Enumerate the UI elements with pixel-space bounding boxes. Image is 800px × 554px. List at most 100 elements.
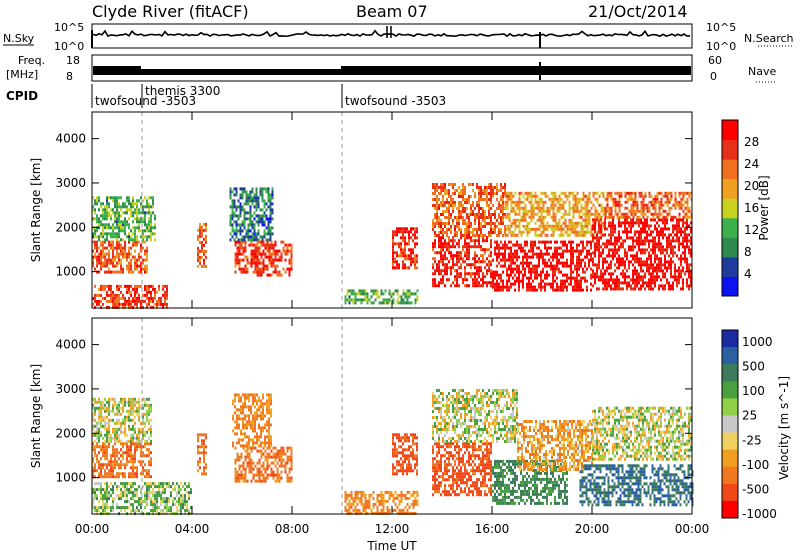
heatmap-cell (540, 249, 542, 253)
heatmap-cell (106, 421, 108, 425)
heatmap-cell (612, 203, 615, 207)
heatmap-cell (402, 266, 404, 270)
heatmap-cell (160, 302, 162, 306)
heatmap-cell (124, 217, 126, 221)
heatmap-cell (255, 238, 258, 242)
heatmap-cell (488, 204, 490, 207)
heatmap-cell (444, 263, 446, 267)
heatmap-cell (618, 248, 620, 252)
heatmap-cell (642, 263, 644, 267)
heatmap-cell (416, 254, 418, 258)
freq-tick-low: 8 (66, 70, 73, 83)
heatmap-cell (259, 214, 262, 218)
heatmap-cell (570, 240, 572, 244)
heatmap-cell (138, 497, 140, 501)
heatmap-cell (134, 442, 136, 446)
heatmap-cell (134, 232, 136, 236)
heatmap-cell (640, 269, 642, 273)
heatmap-cell (590, 227, 593, 231)
heatmap-cell (474, 245, 476, 249)
heatmap-cell (136, 436, 138, 440)
power-colorbar-swatch (722, 256, 738, 277)
heatmap-cell (588, 200, 591, 204)
heatmap-cell (600, 209, 603, 213)
heatmap-cell (440, 183, 442, 186)
heatmap-cell (96, 249, 98, 253)
heatmap-cell (108, 485, 110, 489)
heatmap-cell (110, 293, 112, 297)
heatmap-cell (466, 213, 468, 216)
heatmap-cell (142, 451, 144, 455)
heatmap-cell (500, 276, 502, 280)
heatmap-cell (270, 273, 273, 277)
heatmap-cell (498, 234, 500, 237)
heatmap-cell (518, 194, 521, 198)
heatmap-cell (596, 197, 599, 201)
heatmap-cell (108, 232, 110, 236)
heatmap-cell (538, 273, 540, 277)
heatmap-cell (470, 183, 472, 186)
heatmap-cell (616, 257, 618, 261)
heatmap-cell (454, 278, 456, 282)
heatmap-cell (452, 183, 454, 186)
heatmap-cell (286, 243, 289, 247)
heatmap-cell (624, 239, 626, 243)
heatmap-cell (516, 267, 518, 271)
heatmap-cell (120, 472, 122, 476)
heatmap-cell (656, 200, 659, 204)
heatmap-cell (464, 245, 466, 249)
heatmap-cell (514, 282, 516, 286)
heatmap-cell (251, 190, 254, 194)
heatmap-cell (110, 436, 112, 440)
heatmap-cell (586, 209, 589, 213)
heatmap-cell (552, 252, 554, 256)
heatmap-cell (108, 427, 110, 431)
heatmap-cell (682, 194, 685, 198)
heatmap-cell (554, 264, 556, 268)
heatmap-cell (462, 234, 464, 237)
heatmap-cell (616, 203, 619, 207)
heatmap-cell (94, 439, 96, 443)
heatmap-cell (108, 226, 110, 230)
heatmap-cell (116, 403, 118, 407)
heatmap-cell (566, 246, 568, 250)
heatmap-cell (128, 460, 130, 464)
heatmap-cell (116, 238, 118, 242)
heatmap-cell (237, 223, 240, 227)
heatmap-cell (406, 292, 409, 296)
heatmap-cell (114, 202, 116, 206)
heatmap-cell (110, 226, 112, 230)
heatmap-cell (136, 299, 138, 303)
heatmap-cell (686, 233, 688, 237)
heatmap-cell (124, 466, 126, 470)
heatmap-cell (150, 232, 152, 236)
heatmap-cell (616, 248, 618, 252)
heatmap-cell (598, 236, 600, 240)
heatmap-cell (442, 245, 444, 249)
heatmap-cell (528, 215, 531, 219)
heatmap-cell (140, 261, 142, 265)
heatmap-cell (106, 270, 108, 274)
heatmap-cell (348, 289, 351, 293)
heatmap-cell (642, 230, 644, 234)
heatmap-cell (92, 235, 94, 239)
heatmap-cell (148, 290, 150, 294)
heatmap-cell (534, 221, 537, 225)
heatmap-cell (664, 287, 666, 291)
heatmap-cell (476, 204, 478, 207)
heatmap-cell (564, 249, 566, 253)
heatmap-cell (144, 214, 146, 218)
heatmap-cell (672, 203, 675, 207)
heatmap-cell (144, 220, 146, 224)
heatmap-cell (350, 298, 353, 302)
heatmap-cell (108, 406, 110, 410)
heatmap-cell (582, 194, 585, 198)
heatmap-cell (686, 245, 688, 249)
heatmap-cell (118, 240, 120, 244)
heatmap-cell (668, 209, 671, 213)
heatmap-cell (100, 457, 102, 461)
heatmap-cell (146, 284, 148, 288)
heatmap-cell (438, 239, 440, 243)
heatmap-cell (100, 235, 102, 239)
heatmap-cell (478, 204, 480, 207)
